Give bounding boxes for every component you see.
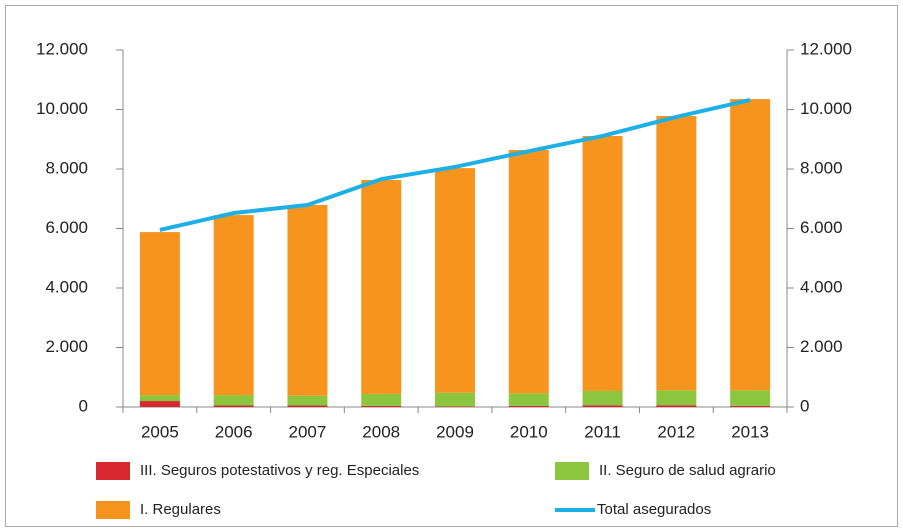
bar-segment xyxy=(139,395,180,402)
x-tick-label: 2010 xyxy=(510,422,548,441)
bar-segment xyxy=(435,392,475,407)
bar-segment xyxy=(435,168,475,393)
y-tick-label: 10.000 xyxy=(36,99,88,118)
x-tick-label: 2012 xyxy=(657,422,695,441)
bar-segment xyxy=(287,405,328,407)
y-tick-label: 8.000 xyxy=(45,158,88,177)
bar-segment xyxy=(287,395,328,406)
bar-segment xyxy=(508,149,549,394)
bar-segment xyxy=(361,180,402,394)
x-tick-label: 2008 xyxy=(362,422,400,441)
y2-tick-label: 12.000 xyxy=(800,39,852,58)
bar-segment xyxy=(656,116,697,391)
y2-tick-label: 4.000 xyxy=(800,277,843,296)
y2-tick-label: 6.000 xyxy=(800,218,843,237)
legend-label: III. Seguros potestativos y reg. Especia… xyxy=(140,462,419,479)
bar-segment xyxy=(730,99,771,391)
x-tick-label: 2007 xyxy=(289,422,327,441)
y-tick-label: 6.000 xyxy=(45,218,88,237)
y-tick-label: 2.000 xyxy=(45,337,88,356)
bar-segment xyxy=(361,405,402,407)
x-tick-label: 2005 xyxy=(141,422,179,441)
bar-segment xyxy=(435,406,475,407)
bar-segment xyxy=(730,390,771,406)
bar-segment xyxy=(213,405,254,407)
legend-swatch xyxy=(555,462,589,480)
x-tick-label: 2009 xyxy=(436,422,474,441)
legend-label: II. Seguro de salud agrario xyxy=(599,462,776,479)
x-tick-label: 2013 xyxy=(731,422,769,441)
bar-segment xyxy=(582,135,623,391)
legend-swatch xyxy=(96,501,130,519)
bar-segment xyxy=(213,395,254,406)
frame xyxy=(5,5,898,527)
y-tick-label: 4.000 xyxy=(45,277,88,296)
legend-swatch xyxy=(96,462,130,480)
line-series xyxy=(159,98,751,232)
legend-label: Total asegurados xyxy=(597,501,711,518)
x-tick-label: 2006 xyxy=(215,422,253,441)
bar-segment xyxy=(656,405,697,407)
y2-tick-label: 2.000 xyxy=(800,337,843,356)
bar-segment xyxy=(213,215,254,396)
x-tick-label: 2011 xyxy=(584,422,621,441)
bar-segment xyxy=(508,393,549,406)
legend-label: I. Regulares xyxy=(140,501,221,518)
bar-segment xyxy=(582,390,623,406)
y2-tick-label: 8.000 xyxy=(800,158,843,177)
bar-segment xyxy=(287,204,328,396)
bar-segment xyxy=(139,401,180,407)
bar-segment xyxy=(582,405,623,407)
bar-segment xyxy=(139,232,180,396)
y2-tick-label: 0 xyxy=(800,396,809,415)
y-tick-label: 12.000 xyxy=(36,39,88,58)
bar-segment xyxy=(361,393,402,406)
bar-segment xyxy=(508,405,549,407)
y-tick-label: 0 xyxy=(79,396,88,415)
bar-segment xyxy=(730,405,771,407)
y2-tick-label: 10.000 xyxy=(800,99,852,118)
bar-segment xyxy=(656,390,697,406)
